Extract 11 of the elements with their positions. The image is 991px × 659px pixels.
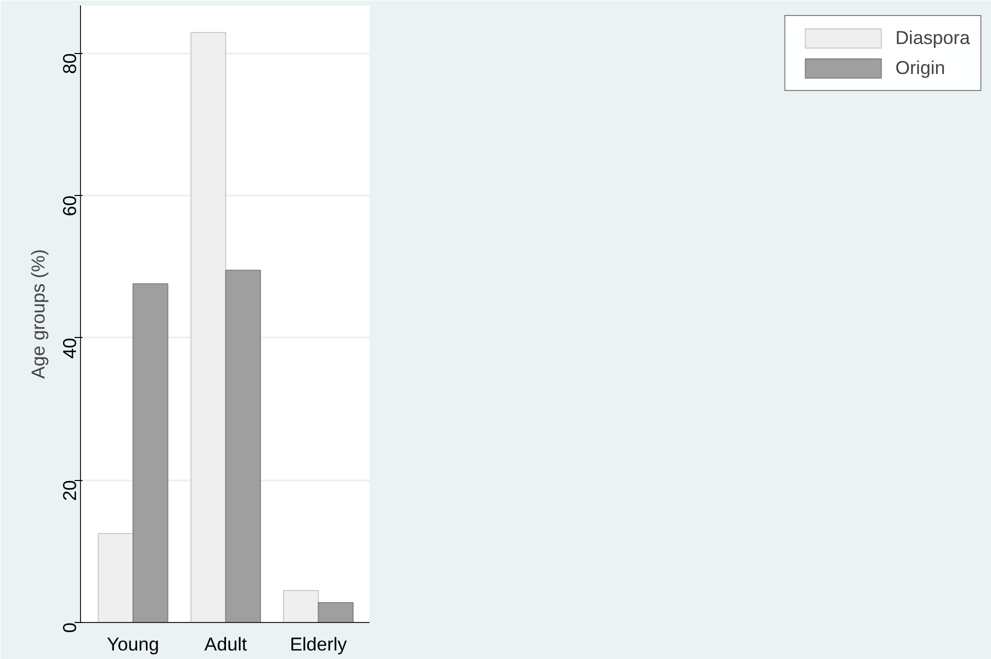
x-tick-label: Young (106, 634, 160, 654)
y-tick-label: 60 (59, 195, 80, 216)
y-tick-label: 80 (59, 53, 80, 74)
y-tick-label: 20 (59, 480, 80, 501)
y-tick-label: 0 (59, 622, 80, 633)
legend-label: Origin (895, 57, 946, 79)
y-tick-label: 40 (59, 338, 80, 359)
x-tick-label: Elderly (290, 634, 348, 654)
y-axis-title: Age groups (%) (28, 249, 48, 379)
legend-label: Diaspora (895, 27, 970, 49)
x-tick-label: Adult (204, 634, 248, 654)
